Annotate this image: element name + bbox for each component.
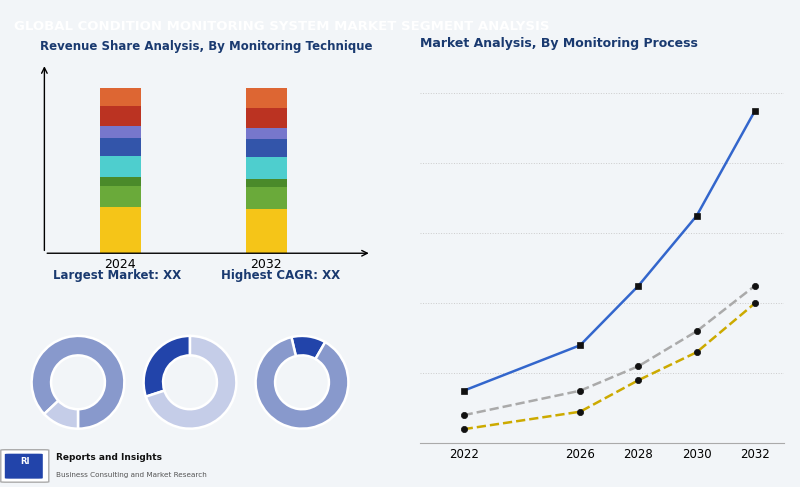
Bar (100, 207, 141, 253)
Bar (246, 139, 287, 157)
Text: Market Analysis, By Monitoring Process: Market Analysis, By Monitoring Process (420, 37, 698, 50)
Bar (100, 88, 141, 106)
Text: Reports and Insights: Reports and Insights (56, 453, 162, 462)
Wedge shape (146, 336, 236, 429)
Bar (246, 88, 287, 108)
Bar (246, 157, 287, 179)
Wedge shape (144, 336, 190, 396)
FancyBboxPatch shape (1, 450, 49, 482)
Text: Highest CAGR: XX: Highest CAGR: XX (222, 269, 341, 281)
Bar (100, 186, 141, 207)
Bar (246, 208, 287, 253)
Bar (100, 126, 141, 138)
Wedge shape (32, 336, 124, 429)
Bar (246, 108, 287, 128)
Text: RI: RI (20, 457, 30, 466)
Bar (100, 138, 141, 156)
Text: Revenue Share Analysis, By Monitoring Technique: Revenue Share Analysis, By Monitoring Te… (40, 40, 373, 53)
Bar (246, 128, 287, 139)
Wedge shape (44, 401, 78, 429)
FancyBboxPatch shape (5, 454, 43, 479)
Wedge shape (291, 336, 325, 359)
Bar (100, 156, 141, 177)
Bar (246, 187, 287, 208)
Text: Largest Market: XX: Largest Market: XX (54, 269, 182, 281)
Text: Business Consulting and Market Research: Business Consulting and Market Research (56, 472, 206, 478)
Bar (100, 106, 141, 126)
Bar (246, 179, 287, 187)
Wedge shape (255, 337, 348, 429)
Bar (100, 177, 141, 186)
Text: GLOBAL CONDITION MONITORING SYSTEM MARKET SEGMENT ANALYSIS: GLOBAL CONDITION MONITORING SYSTEM MARKE… (14, 20, 550, 33)
